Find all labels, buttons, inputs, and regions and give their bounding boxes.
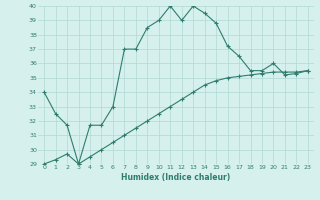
X-axis label: Humidex (Indice chaleur): Humidex (Indice chaleur): [121, 173, 231, 182]
